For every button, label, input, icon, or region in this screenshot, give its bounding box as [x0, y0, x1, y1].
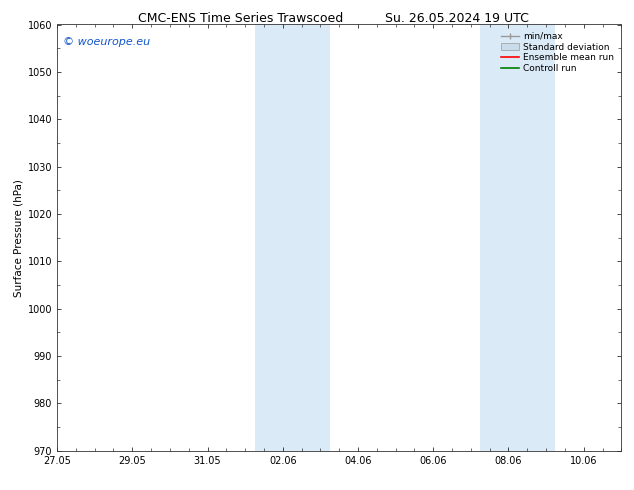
Text: CMC-ENS Time Series Trawscoed: CMC-ENS Time Series Trawscoed [138, 12, 344, 25]
Y-axis label: Surface Pressure (hPa): Surface Pressure (hPa) [13, 179, 23, 296]
Bar [255, 24, 330, 451]
Text: Su. 26.05.2024 19 UTC: Su. 26.05.2024 19 UTC [385, 12, 528, 25]
Text: © woeurope.eu: © woeurope.eu [63, 37, 150, 48]
Bar [481, 24, 555, 451]
Legend: min/max, Standard deviation, Ensemble mean run, Controll run: min/max, Standard deviation, Ensemble me… [499, 29, 617, 76]
